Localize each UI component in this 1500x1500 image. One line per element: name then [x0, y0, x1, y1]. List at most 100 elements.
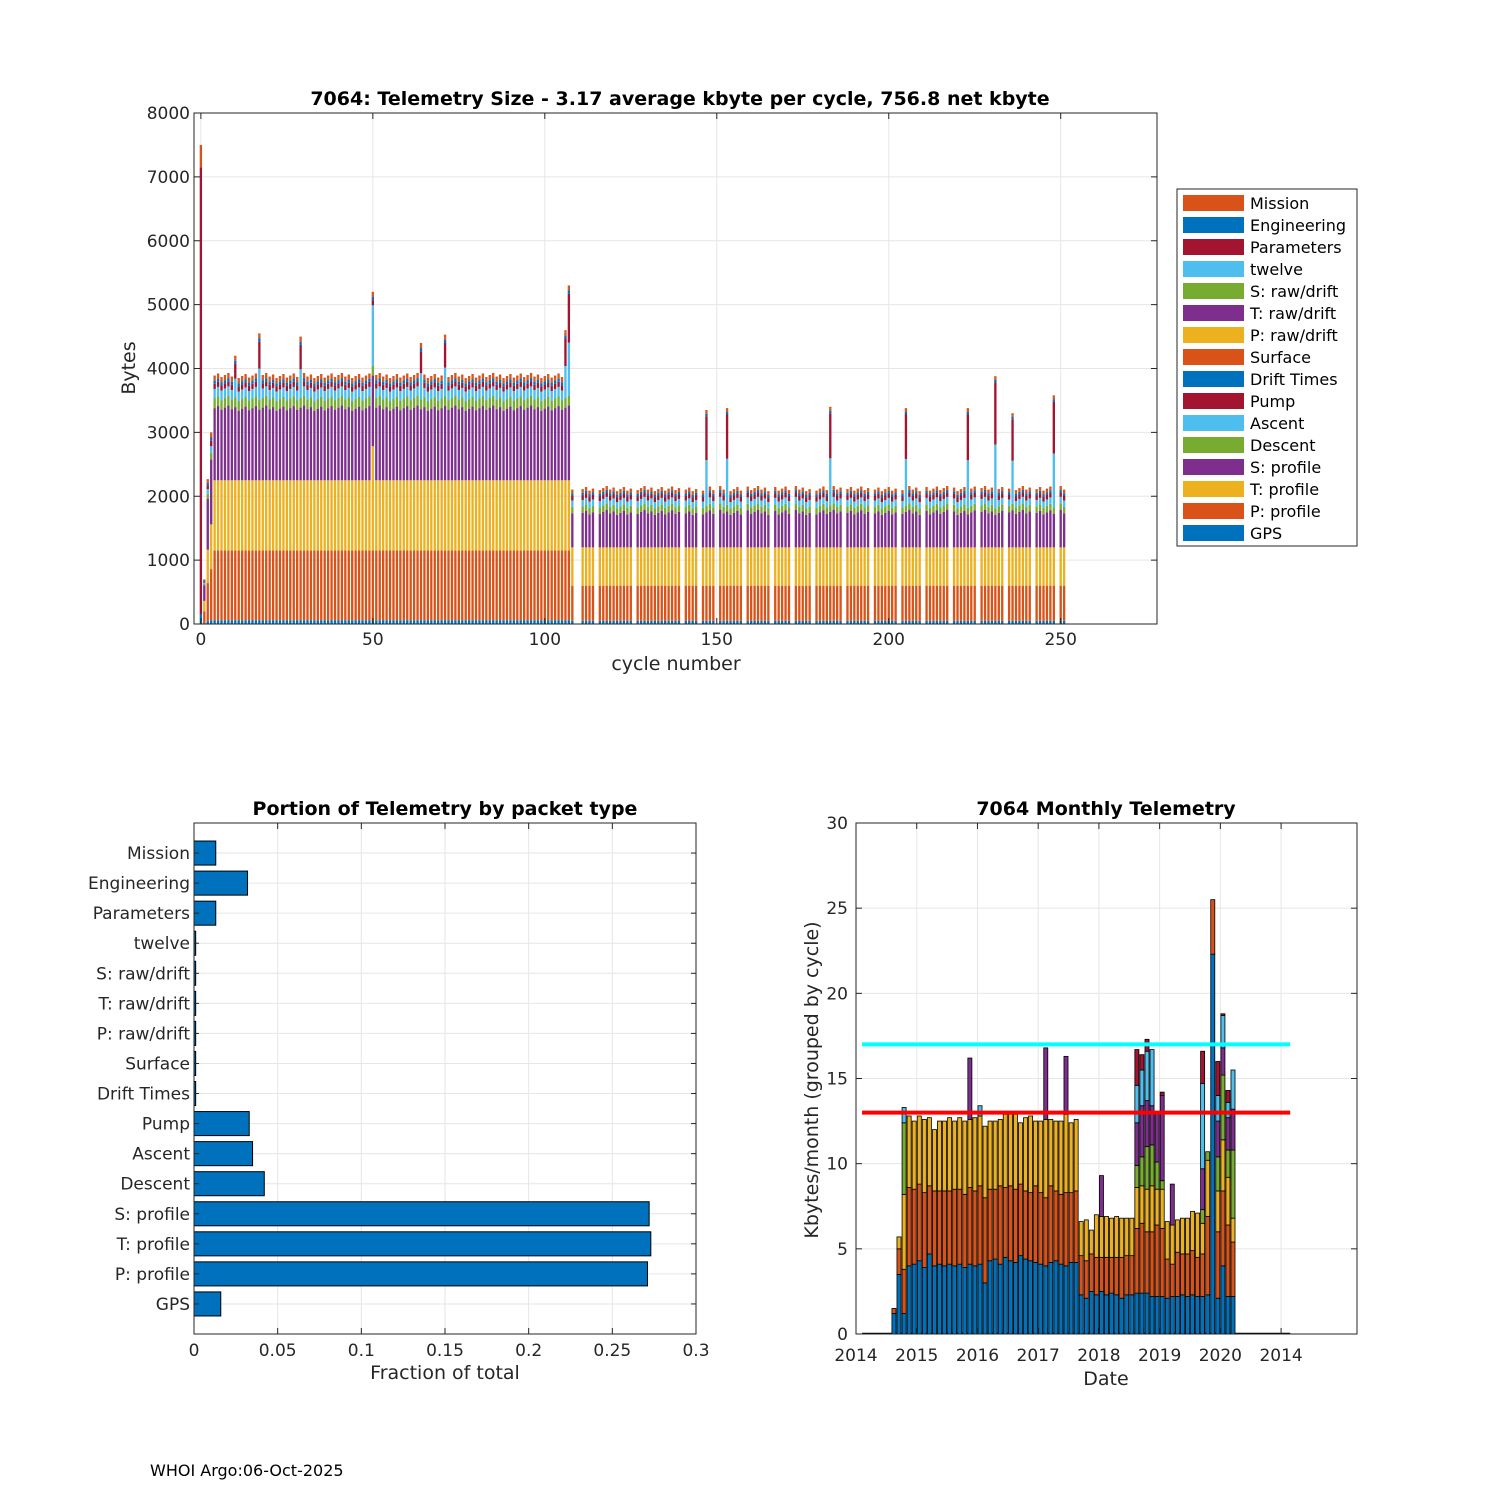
c1-bar-segment: [608, 585, 612, 621]
c3-bar-segment: [1154, 1224, 1160, 1297]
c1-bar-segment: [265, 405, 268, 481]
c1-bar-segment: [471, 379, 474, 383]
c1-bar-segment: [746, 486, 749, 489]
c2-xtick-label: 0.1: [348, 1341, 375, 1361]
c1-bar-segment: [275, 391, 278, 402]
c1-bar-segment: [622, 620, 626, 624]
c1-bar-segment: [1049, 585, 1052, 621]
c1-bar-segment: [701, 514, 705, 548]
c1-bar-segment: [818, 505, 822, 513]
c1-bar-segment: [416, 378, 419, 382]
c1-bar-segment: [973, 503, 976, 511]
c1-bar-segment: [237, 401, 240, 411]
c1-bar-segment: [959, 585, 963, 621]
c3-bar-segment: [1195, 1256, 1201, 1297]
c1-bar-segment: [495, 550, 498, 621]
c1-bar-segment: [540, 380, 543, 384]
c1-bar-segment: [313, 550, 316, 621]
c3-bar-segment: [1124, 1294, 1130, 1335]
c1-bar-segment: [863, 500, 866, 508]
c1-bar-segment: [598, 585, 602, 621]
c1-bar-segment: [622, 488, 626, 491]
c1-bar-segment: [1042, 620, 1045, 624]
c1-bar-segment: [739, 497, 743, 502]
c1-bar-segment: [636, 507, 639, 514]
c1-bar-segment: [584, 547, 588, 586]
c1-bar-segment: [492, 405, 495, 481]
c1-legend-swatch: [1183, 503, 1244, 519]
c1-bar-segment: [667, 499, 670, 506]
c1-bar-segment: [320, 373, 323, 377]
c1-bar-segment: [1018, 491, 1021, 495]
c1-bar-segment: [519, 378, 522, 382]
c1-bar-segment: [412, 550, 416, 621]
c1-bar-segment: [650, 498, 653, 505]
c1-bar-segment: [485, 385, 488, 391]
c3-bar-segment: [942, 1265, 947, 1335]
c1-bar-segment: [908, 496, 911, 504]
c1-bar-segment: [526, 620, 529, 624]
c1-bar-segment: [612, 493, 615, 499]
c1-bar-segment: [873, 620, 877, 624]
c1-bar-segment: [598, 507, 602, 514]
c1-bar-segment: [901, 585, 904, 621]
c1-bar-segment: [461, 379, 464, 383]
c1-bar-segment: [495, 409, 498, 481]
c1-bar-segment: [729, 547, 732, 586]
c1-bar-segment: [536, 374, 540, 378]
c1-bar-segment: [454, 405, 457, 481]
c1-bar-segment: [588, 547, 591, 586]
c1-bar-segment: [457, 384, 460, 390]
c1-bar-segment: [629, 490, 632, 493]
c2-bar: [193, 1171, 265, 1197]
c1-bar-segment: [240, 408, 244, 481]
c1-bar-segment: [529, 378, 533, 382]
c3-bar-segment: [982, 1125, 988, 1199]
c1-bar-segment: [732, 585, 736, 621]
c3-bar-segment: [932, 1265, 937, 1335]
c1-bar-segment: [684, 513, 687, 548]
c1-bar-segment: [371, 296, 375, 301]
c1-bar-segment: [822, 547, 825, 586]
c1-bar-segment: [973, 492, 976, 498]
c1-bar-segment: [839, 487, 842, 490]
c3-bar-segment: [1154, 1188, 1160, 1226]
c1-bar-segment: [268, 376, 271, 380]
c1-bar-segment: [409, 390, 412, 401]
c3-ytick-label: 10: [826, 1155, 848, 1175]
c1-bar-segment: [832, 503, 835, 510]
c1-bar-segment: [860, 503, 863, 511]
c1-bar-segment: [739, 492, 743, 495]
c1-bar-segment: [846, 492, 849, 496]
c1-bar-segment: [942, 488, 945, 490]
c2-ytick-label: Engineering: [88, 874, 190, 894]
c1-bar-segment: [351, 380, 354, 384]
c3-bar-segment: [972, 1190, 978, 1267]
c1-bar-segment: [306, 381, 309, 385]
c1-bar-segment: [619, 620, 622, 624]
c1-bar-segment: [674, 492, 677, 494]
c1-bar-segment: [560, 620, 564, 624]
c1-bar-segment: [877, 493, 880, 499]
c1-bar-segment: [467, 376, 471, 379]
c1-bar-segment: [354, 399, 357, 409]
c1-bar-segment: [285, 400, 289, 411]
c1-bar-segment: [756, 489, 760, 493]
c3-bar-segment: [1159, 1091, 1165, 1096]
c1-bar-segment: [835, 500, 839, 507]
c1-bar-segment: [1042, 507, 1045, 515]
c1-bar-segment: [1021, 503, 1025, 510]
c1-bar-segment: [557, 406, 560, 481]
c1-bar-segment: [368, 386, 371, 397]
c1-bar-segment: [258, 341, 261, 369]
c1-bar-segment: [492, 381, 495, 387]
c1-bar-segment: [381, 620, 385, 624]
c1-bar-segment: [230, 381, 234, 385]
c1-bar-segment: [990, 487, 994, 490]
c2-ytick-label: Ascent: [132, 1145, 190, 1165]
c3-bar-segment: [1169, 1183, 1175, 1226]
c2-bar: [193, 1231, 652, 1257]
c1-bar-segment: [254, 620, 258, 624]
c1-bar-segment: [915, 511, 918, 548]
c1-bar-segment: [406, 406, 409, 481]
